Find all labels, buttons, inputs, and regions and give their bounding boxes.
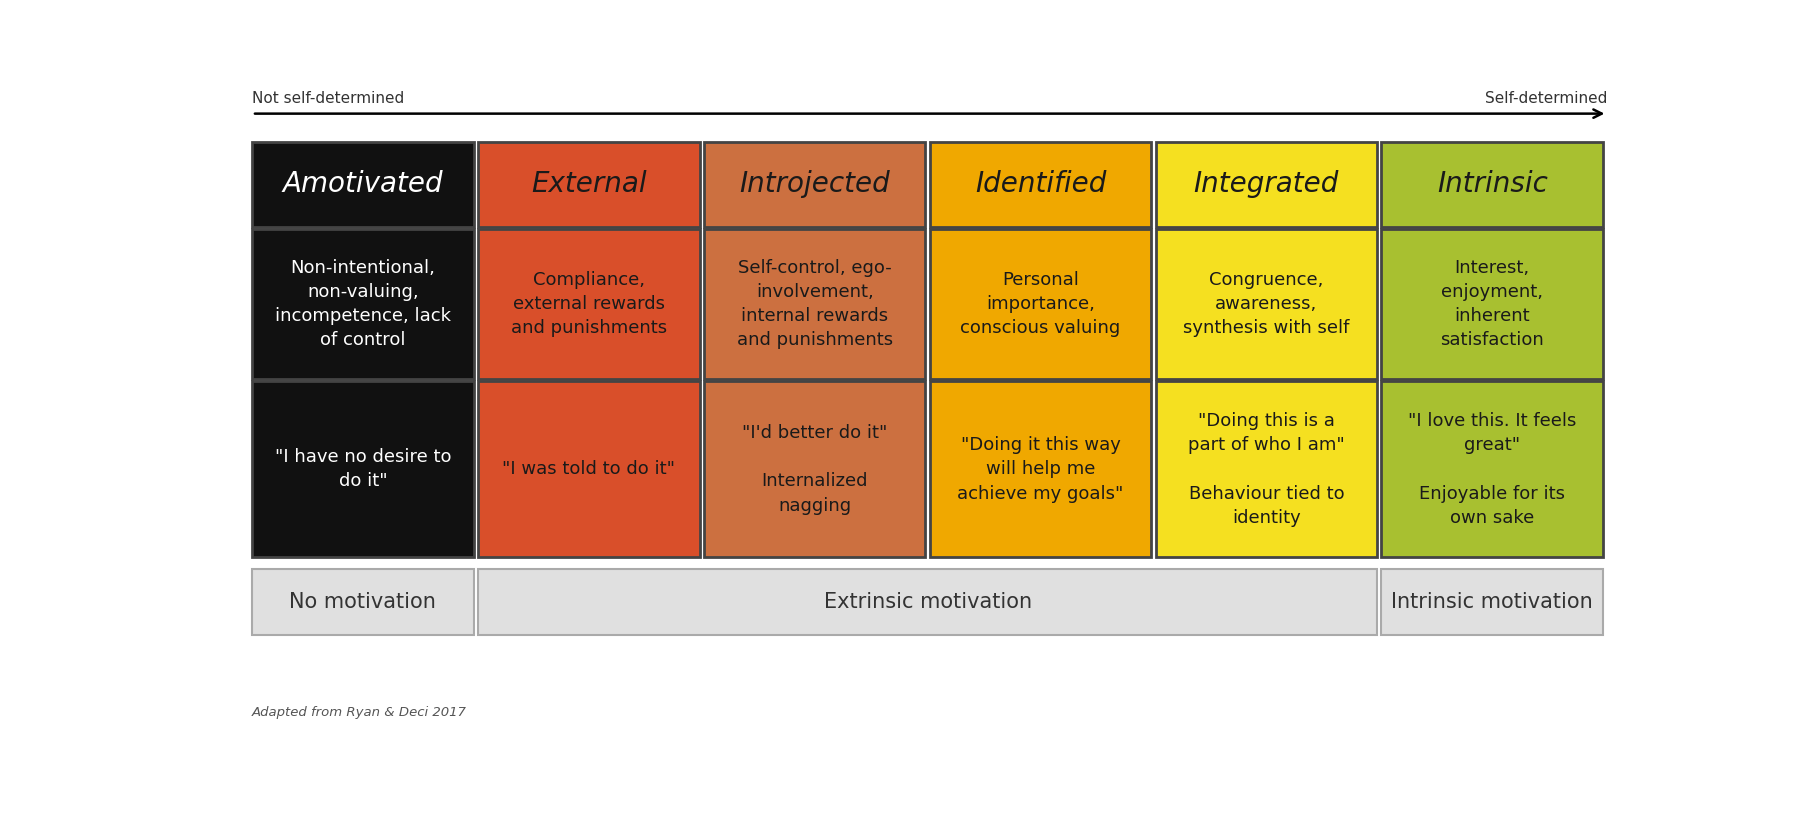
FancyBboxPatch shape	[1156, 228, 1377, 379]
Text: Interest,
enjoyment,
inherent
satisfaction: Interest, enjoyment, inherent satisfacti…	[1440, 259, 1544, 349]
Text: Intrinsic motivation: Intrinsic motivation	[1391, 592, 1593, 611]
Text: Intrinsic: Intrinsic	[1437, 171, 1547, 198]
Text: Integrated: Integrated	[1194, 171, 1339, 198]
Text: Introjected: Introjected	[740, 171, 891, 198]
Text: Congruence,
awareness,
synthesis with self: Congruence, awareness, synthesis with se…	[1183, 271, 1350, 337]
FancyBboxPatch shape	[1156, 142, 1377, 227]
Text: Adapted from Ryan & Deci 2017: Adapted from Ryan & Deci 2017	[252, 706, 466, 719]
FancyBboxPatch shape	[931, 142, 1152, 227]
FancyBboxPatch shape	[1156, 381, 1377, 557]
FancyBboxPatch shape	[704, 228, 925, 379]
FancyBboxPatch shape	[252, 142, 473, 227]
Text: No motivation: No motivation	[290, 592, 437, 611]
FancyBboxPatch shape	[477, 228, 700, 379]
Text: "Doing it this way
will help me
achieve my goals": "Doing it this way will help me achieve …	[958, 436, 1123, 503]
FancyBboxPatch shape	[704, 381, 925, 557]
Text: "I have no desire to
do it": "I have no desire to do it"	[274, 448, 452, 490]
Text: Personal
importance,
conscious valuing: Personal importance, conscious valuing	[960, 271, 1121, 337]
FancyBboxPatch shape	[704, 142, 925, 227]
Text: Non-intentional,
non-valuing,
incompetence, lack
of control: Non-intentional, non-valuing, incompeten…	[276, 259, 452, 349]
FancyBboxPatch shape	[931, 228, 1152, 379]
Text: "I love this. It feels
great"

Enjoyable for its
own sake: "I love this. It feels great" Enjoyable …	[1408, 411, 1576, 527]
FancyBboxPatch shape	[477, 381, 700, 557]
Text: Not self-determined: Not self-determined	[252, 91, 405, 106]
FancyBboxPatch shape	[477, 569, 1377, 635]
Text: Self-determined: Self-determined	[1486, 91, 1607, 106]
FancyBboxPatch shape	[1382, 569, 1604, 635]
FancyBboxPatch shape	[477, 142, 700, 227]
FancyBboxPatch shape	[252, 381, 473, 557]
Text: Self-control, ego-
involvement,
internal rewards
and punishments: Self-control, ego- involvement, internal…	[736, 259, 892, 349]
Text: Identified: Identified	[974, 171, 1107, 198]
Text: Amotivated: Amotivated	[283, 171, 443, 198]
Text: "I was told to do it": "I was told to do it"	[502, 460, 675, 478]
Text: Extrinsic motivation: Extrinsic motivation	[824, 592, 1032, 611]
Text: Compliance,
external rewards
and punishments: Compliance, external rewards and punishm…	[512, 271, 668, 337]
Text: "I'd better do it"

Internalized
nagging: "I'd better do it" Internalized nagging	[742, 424, 887, 515]
FancyBboxPatch shape	[1382, 381, 1604, 557]
Text: External: External	[532, 171, 646, 198]
FancyBboxPatch shape	[1382, 228, 1604, 379]
FancyBboxPatch shape	[252, 228, 473, 379]
FancyBboxPatch shape	[931, 381, 1152, 557]
FancyBboxPatch shape	[1382, 142, 1604, 227]
Text: "Doing this is a
part of who I am"

Behaviour tied to
identity: "Doing this is a part of who I am" Behav…	[1188, 411, 1344, 527]
FancyBboxPatch shape	[252, 569, 473, 635]
